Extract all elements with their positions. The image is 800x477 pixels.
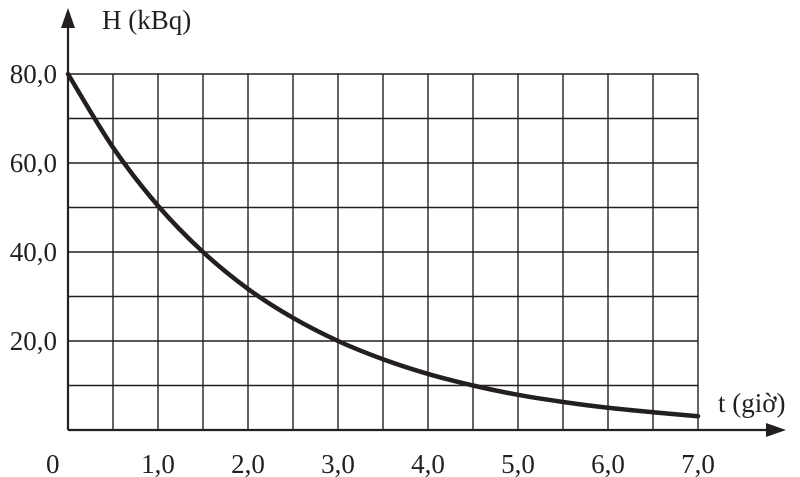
y-tick-label: 80,0 bbox=[10, 59, 57, 89]
y-axis-title: H (kBq) bbox=[102, 5, 191, 35]
y-axis-arrow-icon bbox=[61, 8, 75, 28]
y-tick-label: 60,0 bbox=[10, 148, 57, 178]
x-tick-label: 3,0 bbox=[321, 449, 355, 477]
y-tick-label: 20,0 bbox=[10, 326, 57, 356]
y-tick-label: 40,0 bbox=[10, 237, 57, 267]
x-tick-label: 1,0 bbox=[141, 449, 175, 477]
series-group bbox=[65, 71, 701, 419]
x-tick-label: 2,0 bbox=[231, 449, 265, 477]
x-axis-arrow-icon bbox=[766, 423, 786, 437]
x-tick-label: 7,0 bbox=[681, 449, 715, 477]
grid bbox=[68, 73, 699, 430]
x-axis-title: t (giờ) bbox=[718, 388, 786, 418]
origin-label: 0 bbox=[46, 449, 60, 477]
tick-labels: 1,0 2,0 3,0 4,0 5,0 6,0 7,0 20,0 40,0 60,0 80,0 bbox=[10, 59, 715, 477]
x-tick-label: 4,0 bbox=[411, 449, 445, 477]
axes bbox=[61, 8, 786, 437]
series-line bbox=[65, 71, 701, 419]
x-tick-label: 6,0 bbox=[591, 449, 625, 477]
x-tick-label: 5,0 bbox=[501, 449, 535, 477]
